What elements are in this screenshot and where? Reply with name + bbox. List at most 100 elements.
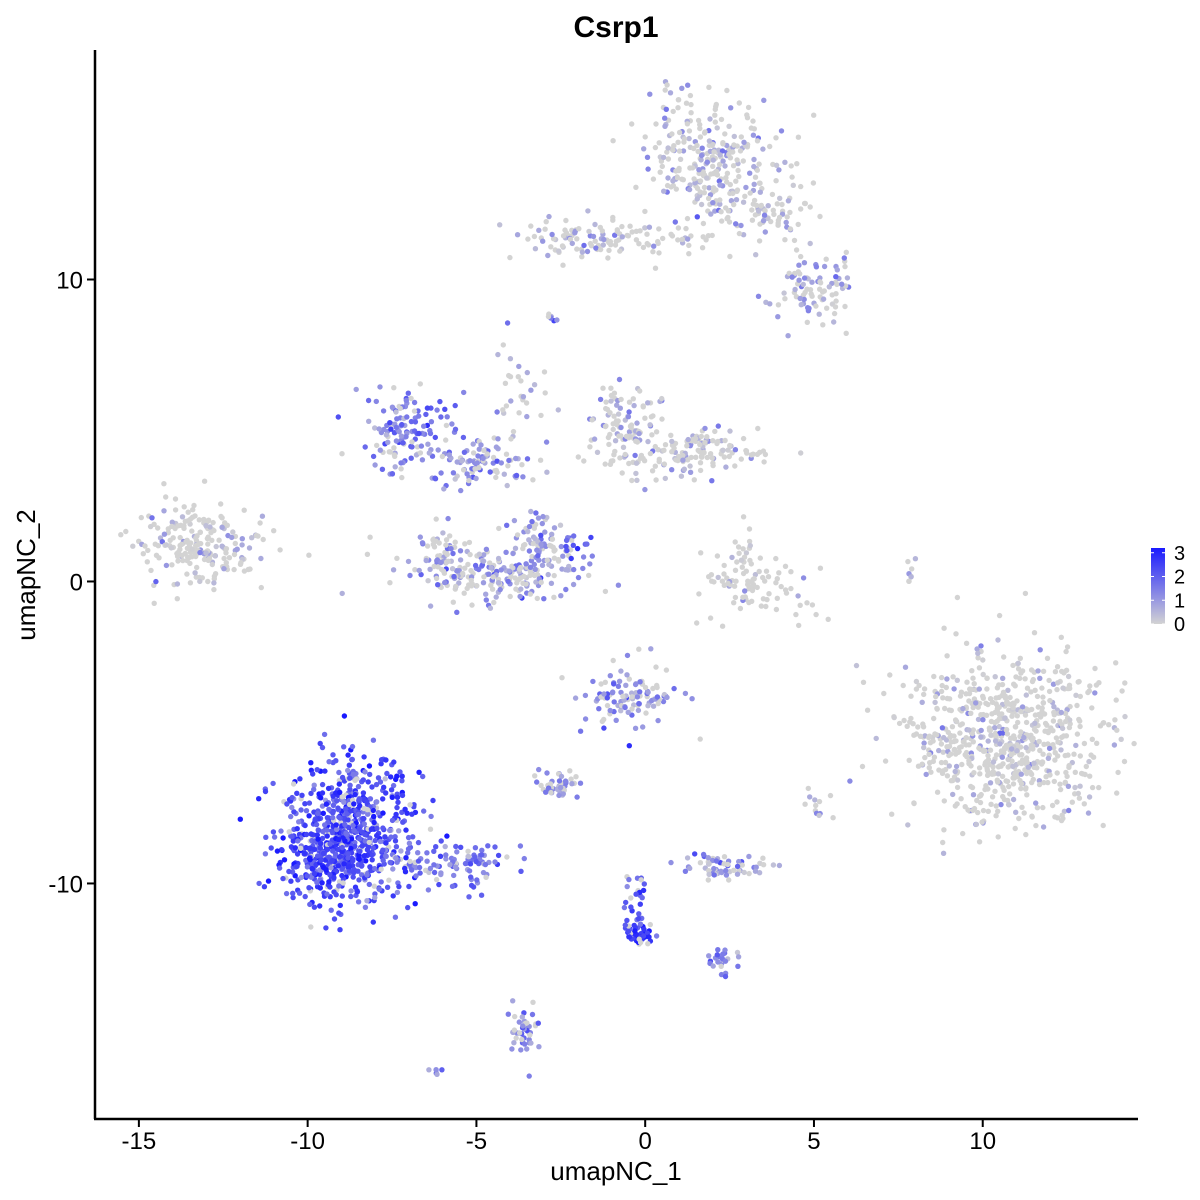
- data-point: [292, 845, 298, 851]
- data-point: [454, 568, 460, 574]
- data-point: [992, 738, 999, 744]
- data-point: [773, 606, 780, 613]
- data-point: [752, 174, 759, 180]
- data-point: [648, 414, 655, 420]
- data-point: [645, 689, 651, 695]
- data-point: [360, 790, 367, 796]
- data-point: [802, 801, 808, 807]
- data-point: [732, 567, 739, 573]
- data-point: [142, 543, 148, 549]
- data-point: [487, 560, 493, 566]
- data-point: [473, 858, 479, 865]
- data-point: [426, 450, 432, 456]
- data-point: [1113, 697, 1119, 703]
- data-point: [290, 838, 296, 844]
- data-point: [921, 686, 928, 692]
- data-point: [655, 717, 661, 724]
- data-point: [909, 566, 915, 572]
- data-point: [679, 85, 685, 92]
- data-point: [706, 185, 712, 191]
- data-point: [787, 209, 793, 216]
- data-point: [481, 574, 487, 580]
- data-point: [950, 777, 956, 784]
- data-point: [647, 921, 653, 928]
- data-point: [397, 769, 403, 775]
- data-point: [741, 139, 747, 145]
- data-point: [641, 881, 647, 887]
- data-point: [812, 797, 818, 803]
- data-point: [940, 839, 946, 846]
- data-point: [696, 448, 703, 455]
- data-point: [778, 583, 784, 590]
- data-point: [379, 466, 386, 472]
- data-point: [465, 561, 471, 568]
- data-point: [974, 646, 980, 652]
- data-point: [570, 542, 576, 548]
- data-point: [371, 813, 377, 820]
- data-point: [660, 154, 667, 161]
- data-point: [807, 287, 814, 293]
- data-point: [944, 744, 950, 750]
- data-point: [350, 874, 356, 880]
- data-point: [710, 438, 716, 444]
- data-point: [557, 522, 564, 528]
- data-point: [369, 852, 375, 858]
- data-point: [392, 914, 399, 920]
- data-point: [494, 409, 500, 415]
- data-point: [916, 682, 922, 689]
- data-point: [241, 568, 248, 574]
- data-point: [698, 433, 704, 440]
- data-point: [140, 551, 146, 557]
- data-point: [833, 274, 839, 280]
- data-point: [533, 510, 539, 516]
- data-point: [184, 571, 190, 577]
- data-point: [197, 549, 203, 556]
- data-point: [574, 794, 580, 800]
- data-point: [684, 855, 691, 861]
- data-point: [582, 692, 589, 699]
- data-point: [357, 848, 363, 854]
- data-point: [339, 794, 345, 800]
- data-point: [749, 207, 755, 213]
- data-point: [668, 859, 674, 866]
- data-point: [216, 537, 222, 543]
- data-point: [304, 864, 311, 870]
- data-point: [445, 515, 451, 522]
- data-point: [373, 781, 380, 788]
- data-point: [508, 436, 514, 442]
- data-point: [472, 854, 478, 860]
- data-point: [624, 652, 631, 659]
- data-point: [1018, 771, 1024, 777]
- data-point: [409, 444, 415, 450]
- data-point: [1066, 682, 1073, 688]
- data-point: [1017, 760, 1023, 766]
- data-point: [433, 844, 439, 850]
- data-point: [481, 552, 487, 558]
- data-point: [424, 405, 431, 411]
- data-point: [521, 855, 527, 862]
- data-point: [940, 749, 946, 755]
- data-point: [418, 571, 424, 578]
- data-point: [531, 382, 538, 388]
- data-point: [528, 508, 534, 515]
- data-point: [542, 529, 548, 535]
- data-point: [646, 934, 652, 940]
- data-point: [762, 229, 768, 235]
- data-point: [323, 801, 330, 807]
- data-point: [1077, 753, 1084, 759]
- data-point: [993, 803, 999, 809]
- data-point: [734, 949, 741, 956]
- data-point: [1018, 781, 1025, 787]
- data-point: [1055, 680, 1061, 686]
- data-point: [696, 591, 702, 597]
- data-point: [518, 586, 524, 592]
- data-point: [1074, 731, 1081, 737]
- data-point: [528, 1040, 534, 1046]
- data-point: [153, 578, 159, 585]
- data-point: [201, 516, 207, 523]
- data-point: [1088, 752, 1094, 758]
- data-point: [1121, 758, 1128, 765]
- data-point: [1012, 724, 1019, 730]
- data-point: [262, 788, 269, 795]
- data-point: [402, 865, 408, 872]
